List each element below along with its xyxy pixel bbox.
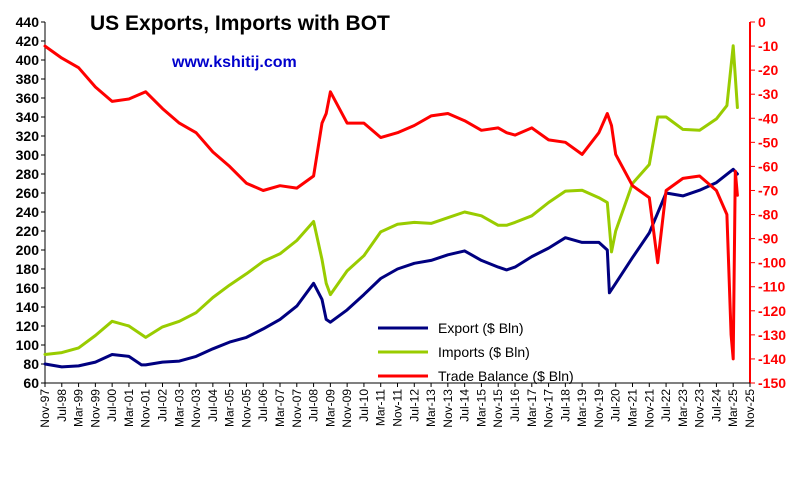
x-axis-tick-label: Mar-09	[323, 389, 337, 427]
x-axis-tick-label: Jul-12	[407, 389, 421, 422]
series-line-3	[43, 44, 739, 361]
x-axis-tick-label: Jul-06	[256, 389, 270, 422]
right-axis-tick-label: -70	[758, 182, 778, 198]
right-axis-tick-label: -90	[758, 231, 778, 247]
x-axis: Nov-97 Jul-98 Mar-99 Nov-99 Jul-00 Mar-01 Nov-…	[38, 382, 757, 428]
left-axis-tick-label: 320	[16, 128, 40, 144]
x-axis-tick-label: Mar-13	[424, 389, 438, 427]
right-axis-tick-label: -10	[758, 38, 778, 54]
right-axis-tick-label: -80	[758, 207, 778, 223]
right-axis-tick-label: -30	[758, 86, 778, 102]
left-axis-tick-label: 60	[23, 375, 39, 391]
legend-label: Export ($ Bln)	[438, 320, 524, 336]
x-axis-tick-label: Mar-23	[676, 389, 690, 427]
x-axis-tick-label: Nov-09	[340, 389, 354, 428]
x-axis-tick-label: Mar-03	[172, 389, 186, 427]
x-axis-tick-label: Nov-97	[38, 389, 52, 428]
x-axis-tick-label: Mar-17	[525, 389, 539, 427]
x-axis-tick-label: Nov-05	[239, 389, 253, 428]
x-axis-tick-label: Nov-17	[542, 389, 556, 428]
x-axis-tick-label: Jul-04	[206, 389, 220, 422]
right-axis-tick-label: -130	[758, 327, 786, 343]
x-axis-tick-label: Mar-05	[223, 389, 237, 427]
left-axis-tick-label: 80	[23, 356, 39, 372]
x-axis-tick-label: Nov-21	[642, 389, 656, 428]
left-axis-tick-label: 400	[16, 52, 40, 68]
left-axis-tick-label: 100	[16, 337, 40, 353]
right-axis-tick-label: -150	[758, 375, 786, 391]
legend: Export ($ Bln) Imports ($ Bln) Trade Balan…	[378, 320, 574, 384]
x-axis-tick-label: Nov-15	[491, 389, 505, 428]
x-axis-tick-label: Nov-01	[139, 389, 153, 428]
x-axis-tick-label: Nov-03	[189, 389, 203, 428]
right-axis-tick-label: -140	[758, 351, 786, 367]
x-axis-tick-label: Nov-23	[693, 389, 707, 428]
left-axis-tick-label: 340	[16, 109, 40, 125]
left-axis-tick-label: 440	[16, 14, 40, 30]
x-axis-tick-label: Mar-99	[72, 389, 86, 427]
x-axis-tick-label: Mar-15	[474, 389, 488, 427]
left-axis-tick-label: 260	[16, 185, 40, 201]
series-line-2	[43, 44, 739, 356]
series-layer	[43, 44, 739, 369]
x-axis-tick-label: Jul-20	[609, 389, 623, 422]
left-axis-tick-label: 180	[16, 261, 40, 277]
series-line-1	[43, 167, 739, 369]
x-axis-tick-label: Jul-98	[55, 389, 69, 422]
x-axis-tick-label: Mar-01	[122, 389, 136, 427]
left-axis-tick-label: 160	[16, 280, 40, 296]
legend-label: Imports ($ Bln)	[438, 344, 530, 360]
right-axis-tick-label: -110	[758, 279, 785, 295]
x-axis-tick-label: Nov-19	[592, 389, 606, 428]
x-axis-tick-label: Nov-13	[441, 389, 455, 428]
x-axis-tick-label: Jul-24	[709, 389, 723, 422]
x-axis-tick-label: Jul-02	[156, 389, 170, 422]
left-axis: 60 80 100 120 140 160 180 200 220 240 260 280 300 320…	[16, 14, 46, 391]
x-axis-tick-label: Mar-19	[575, 389, 589, 427]
left-axis-tick-label: 220	[16, 223, 40, 239]
watermark-url: www.kshitij.com	[171, 54, 297, 71]
x-axis-tick-label: Mar-07	[273, 389, 287, 427]
right-axis-tick-label: -100	[758, 255, 786, 271]
x-axis-tick-label: Jul-10	[357, 389, 371, 422]
right-axis-tick-label: 0	[758, 14, 766, 30]
left-axis-tick-label: 360	[16, 90, 40, 106]
x-axis-tick-label: Mar-21	[626, 389, 640, 427]
left-axis-tick-label: 200	[16, 242, 40, 258]
left-axis-tick-label: 280	[16, 166, 40, 182]
right-axis-tick-label: -40	[758, 110, 778, 126]
left-axis-tick-label: 300	[16, 147, 40, 163]
left-axis-tick-label: 380	[16, 71, 40, 87]
right-axis-tick-label: -60	[758, 158, 778, 174]
left-axis-tick-label: 240	[16, 204, 40, 220]
x-axis-tick-label: Nov-11	[391, 389, 405, 427]
x-axis-tick-label: Jul-14	[458, 389, 472, 422]
x-axis-tick-label: Nov-07	[290, 389, 304, 428]
left-axis-tick-label: 420	[16, 33, 40, 49]
x-axis-tick-label: Nov-99	[88, 389, 102, 428]
right-axis-tick-label: -20	[758, 62, 778, 78]
right-axis-tick-label: -50	[758, 134, 778, 150]
left-axis-tick-label: 140	[16, 299, 40, 315]
x-axis-tick-label: Jul-22	[659, 389, 673, 422]
left-axis-tick-label: 120	[16, 318, 40, 334]
chart-title: US Exports, Imports with BOT	[90, 12, 390, 35]
x-axis-tick-label: Mar-11	[374, 389, 388, 426]
legend-label: Trade Balance ($ Bln)	[438, 368, 574, 384]
x-axis-tick-label: Nov-25	[743, 389, 757, 428]
right-axis: -150-140-130-120-110-100-90-80-70-60-50-…	[749, 14, 786, 391]
x-axis-tick-label: Jul-16	[508, 389, 522, 422]
right-axis-tick-label: -120	[758, 303, 786, 319]
x-axis-tick-label: Jul-00	[105, 389, 119, 422]
x-axis-tick-label: Jul-08	[307, 389, 321, 422]
x-axis-tick-label: Jul-18	[558, 389, 572, 422]
x-axis-tick-label: Mar-25	[726, 389, 740, 427]
